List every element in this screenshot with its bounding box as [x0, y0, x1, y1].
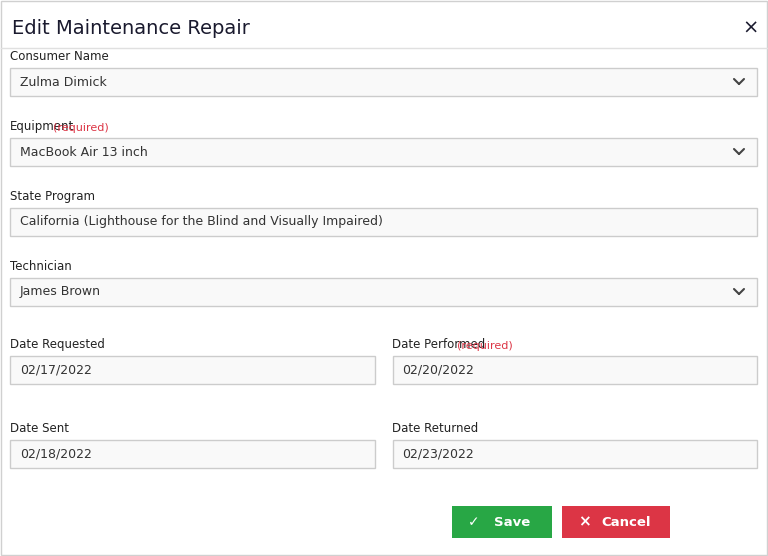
Text: (required): (required): [53, 123, 108, 133]
Text: ×: ×: [578, 514, 591, 529]
Text: James Brown: James Brown: [20, 285, 101, 299]
Text: 02/23/2022: 02/23/2022: [402, 448, 475, 460]
Text: Date Requested: Date Requested: [10, 338, 105, 351]
Text: 02/20/2022: 02/20/2022: [402, 364, 475, 376]
Text: Date Performed  (required): Date Performed (required): [392, 338, 552, 351]
Text: California (Lighthouse for the Blind and Visually Impaired): California (Lighthouse for the Blind and…: [20, 216, 383, 229]
Text: ×: ×: [743, 19, 760, 38]
Text: ✓: ✓: [468, 515, 480, 529]
FancyBboxPatch shape: [10, 68, 757, 96]
FancyBboxPatch shape: [452, 506, 552, 538]
FancyBboxPatch shape: [392, 356, 757, 384]
Text: (required): (required): [458, 341, 513, 351]
Text: Equipment  (required): Equipment (required): [10, 120, 141, 133]
Text: Technician: Technician: [10, 260, 71, 273]
Text: Date Performed: Date Performed: [392, 338, 485, 351]
FancyBboxPatch shape: [392, 440, 757, 468]
FancyBboxPatch shape: [562, 506, 670, 538]
Text: 02/18/2022: 02/18/2022: [20, 448, 92, 460]
Text: Date Returned: Date Returned: [392, 422, 478, 435]
Text: Edit Maintenance Repair: Edit Maintenance Repair: [12, 19, 250, 38]
FancyBboxPatch shape: [10, 138, 757, 166]
Text: Consumer Name: Consumer Name: [10, 50, 109, 63]
Text: MacBook Air 13 inch: MacBook Air 13 inch: [20, 146, 147, 158]
Text: 02/17/2022: 02/17/2022: [20, 364, 92, 376]
Text: State Program: State Program: [10, 190, 95, 203]
Text: Date Sent: Date Sent: [10, 422, 69, 435]
Text: Save: Save: [494, 515, 530, 529]
FancyBboxPatch shape: [10, 440, 375, 468]
FancyBboxPatch shape: [10, 356, 375, 384]
Text: Zulma Dimick: Zulma Dimick: [20, 76, 107, 88]
Text: Equipment: Equipment: [10, 120, 74, 133]
FancyBboxPatch shape: [10, 278, 757, 306]
Text: Cancel: Cancel: [601, 515, 650, 529]
FancyBboxPatch shape: [10, 208, 757, 236]
